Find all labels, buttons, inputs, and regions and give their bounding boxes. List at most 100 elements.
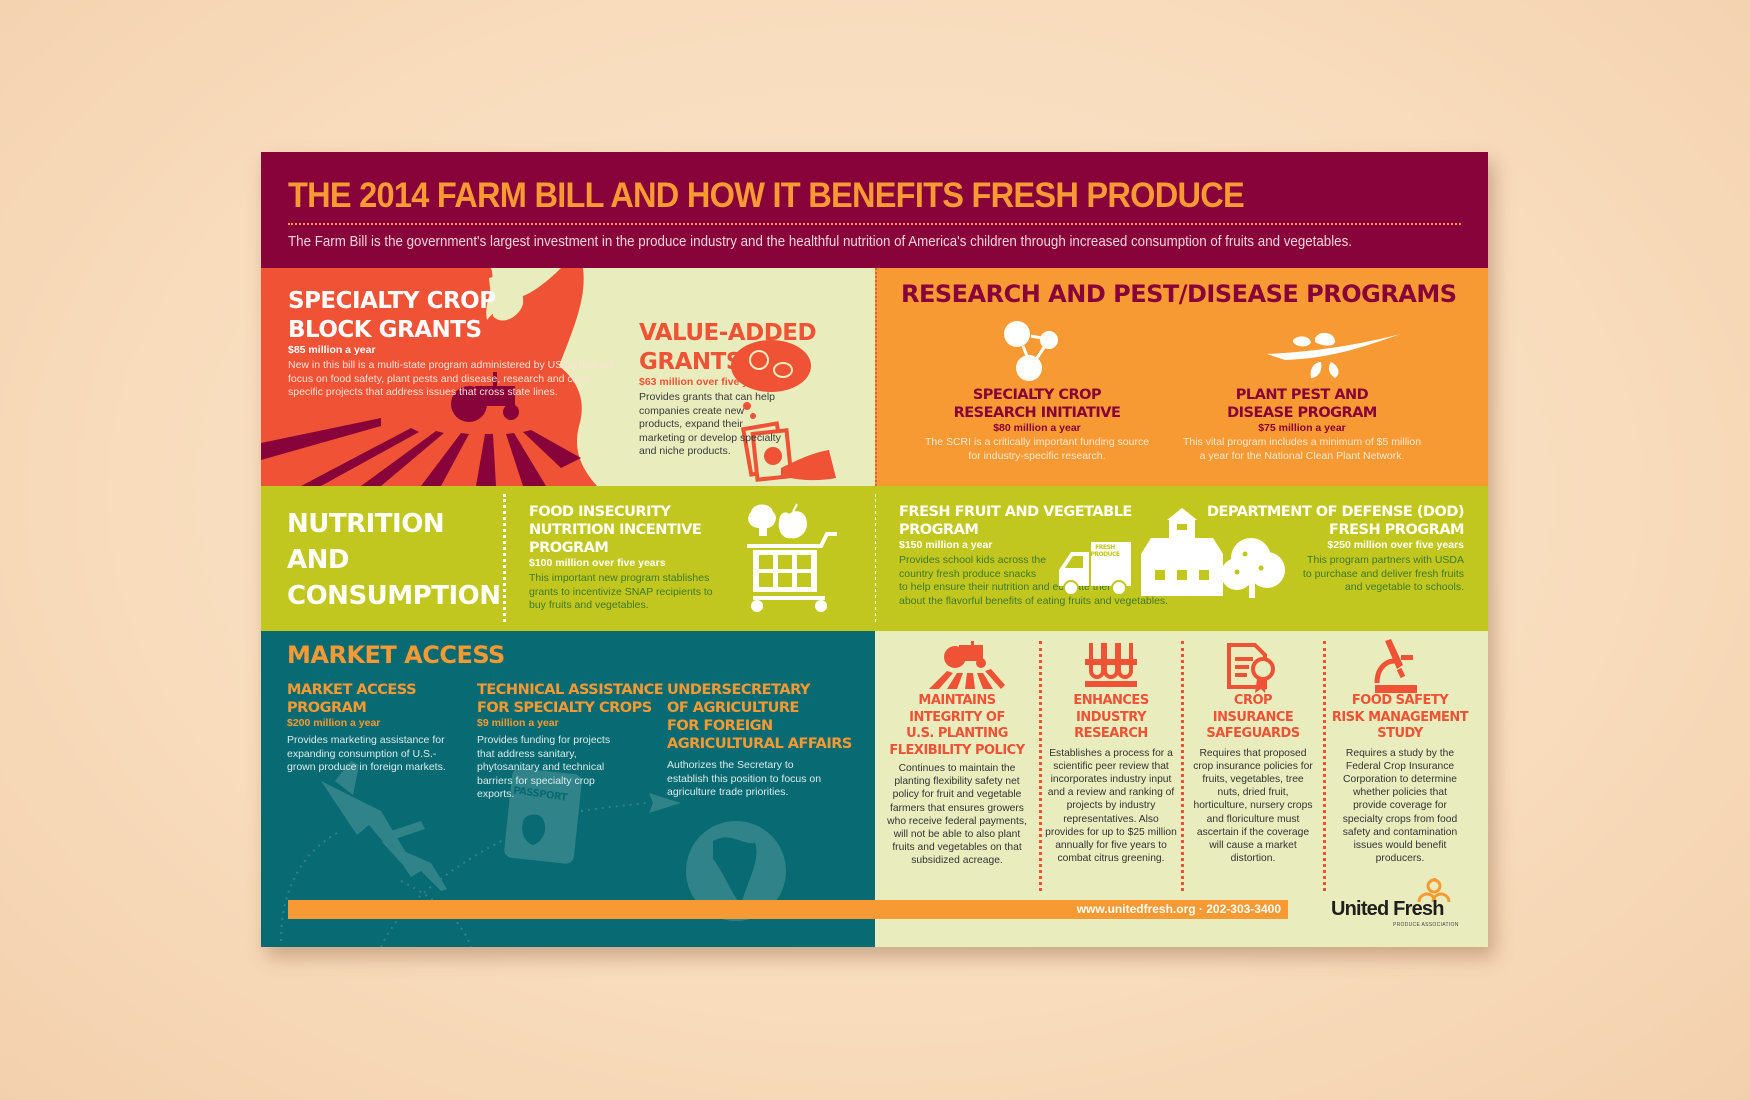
nutrition-section-title: NUTRITION AND CONSUMPTION (287, 506, 501, 614)
shopping-cart-produce-icon (747, 503, 837, 612)
policy-body: Requires a study by the Federal Crop Ins… (1342, 747, 1458, 865)
policy-title: ENHANCES INDUSTRY RESEARCH (1041, 693, 1181, 743)
dotted-divider (503, 494, 506, 622)
certificate-icon (1227, 643, 1275, 693)
branch-bug-icon (1267, 332, 1401, 378)
dod-title-line2: FRESH PROGRAM (1329, 522, 1464, 538)
policy-title: MAINTAINS INTEGRITY OF U.S. PLANTING FLE… (875, 693, 1039, 759)
microscope-icon (1374, 639, 1417, 693)
dotted-divider (875, 494, 876, 622)
tasc-title-line2: FOR SPECIALTY CROPS (477, 700, 652, 716)
dod-block: DEPARTMENT OF DEFENSE (DOD) FRESH PROGRA… (1207, 503, 1465, 595)
ffvp-body-line: Provides school kids across the (899, 554, 1047, 566)
vag-amount: $63 million over five years (639, 376, 770, 388)
scbg-amount: $85 million a year (288, 344, 376, 356)
us-map-farm-illustration (261, 268, 836, 486)
fini-body: This important new program stablishes gr… (529, 572, 713, 611)
logo-name: United Fresh (1331, 898, 1444, 920)
schoolhouse-icon (1141, 508, 1223, 596)
map-title-line2: PROGRAM (287, 700, 367, 716)
policy-title-line: FLEXIBILITY POLICY (889, 742, 1025, 758)
truck-school-tree-illustration (1059, 508, 1285, 598)
vag-body: Provides grants that can help companies … (639, 391, 781, 457)
policy-title-line: FOOD SAFETY (1351, 693, 1449, 708)
market-access-title: MARKET ACCESS (287, 641, 505, 669)
contact-link[interactable]: www.unitedfresh.org · 202-303-3400 (1076, 902, 1281, 916)
plant-pest-block: PLANT PEST AND DISEASE PROGRAM $75 milli… (1177, 386, 1427, 463)
ffvp-amount: $150 million a year (899, 539, 993, 551)
fini-amount: $100 million over five years (529, 557, 666, 569)
scri-body-line1: The SCRI is a critically important fundi… (924, 436, 1150, 448)
page-title: THE 2014 FARM BILL AND HOW IT BENEFITS F… (288, 176, 1245, 215)
usec-title-line4: AGRICULTURAL AFFAIRS (667, 736, 852, 752)
policy-item-crop-insurance: CROP INSURANCE SAFEGUARDS Requires that … (1183, 693, 1323, 865)
ppdp-title-line1: PLANT PEST AND (1235, 387, 1369, 403)
tasc-title-line1: TECHNICAL ASSISTANCE (477, 682, 664, 698)
scbg-title-line2: BLOCK GRANTS (288, 317, 482, 343)
policy-title-line: STUDY (1377, 726, 1423, 741)
policy-title-line: RESEARCH (1074, 726, 1148, 741)
dod-body-line: and vegetable to schools. (1344, 581, 1464, 593)
policy-item-planting: MAINTAINS INTEGRITY OF U.S. PLANTING FLE… (875, 693, 1039, 868)
ffvp-title-line2: PROGRAM (899, 522, 979, 538)
logo-mark-icon (1417, 878, 1451, 902)
scri-title-line1: SPECIALTY CROP (972, 387, 1102, 403)
ppdp-body-line2: a year for the National Clean Plant Netw… (1199, 449, 1405, 462)
fini-block: FOOD INSECURITY NUTRITION INCENTIVE PROG… (529, 503, 719, 613)
policy-title-line: SAFEGUARDS (1206, 726, 1300, 741)
infographic-poster: THE 2014 FARM BILL AND HOW IT BENEFITS F… (261, 152, 1488, 947)
fini-title-line1: FOOD INSECURITY (529, 504, 671, 520)
fini-title-line3: PROGRAM (529, 540, 609, 556)
policy-title-line: MAINTAINS (918, 693, 996, 708)
test-tubes-icon (1085, 643, 1137, 687)
policy-title-line: INTEGRITY OF (909, 709, 1005, 725)
airplane-icon (649, 793, 681, 813)
nutrition-consumption-section: NUTRITION AND CONSUMPTION FOOD INSECURIT… (261, 486, 875, 631)
usec-body: Authorizes the Secretary to establish th… (667, 759, 822, 798)
policy-title-line: ENHANCES (1073, 693, 1149, 708)
tractor-field-icon (929, 641, 1005, 689)
usec-title-line2: OF AGRICULTURE (667, 700, 799, 716)
scri-block: SPECIALTY CROP RESEARCH INITIATIVE $80 m… (917, 386, 1157, 463)
scbg-block: SPECIALTY CROP BLOCK GRANTS $85 million … (288, 286, 618, 400)
policy-title-line: U.S. PLANTING (906, 726, 1008, 741)
scri-amount: $80 million a year (993, 422, 1081, 434)
footer-bar (288, 900, 1288, 919)
dod-title-line1: DEPARTMENT OF DEFENSE (DOD) (1207, 504, 1465, 520)
fruit-tree-icon (1221, 538, 1285, 598)
ffvp-body-line: country fresh produce snacks (899, 567, 1037, 580)
airplane-icon (321, 781, 411, 863)
produce-thought-bubble (731, 340, 811, 392)
passport-icon (504, 768, 582, 864)
policy-title: CROP INSURANCE SAFEGUARDS (1183, 693, 1323, 743)
tasc-amount: $9 million a year (477, 717, 559, 729)
usec-title-line3: FOR FOREIGN (667, 718, 773, 734)
value-added-grants-block: VALUE-ADDED GRANTS $63 million over five… (639, 318, 817, 459)
ffvp-body: Provides school kids across the country … (899, 554, 1168, 608)
fresh-programs-section: FRESH FRUIT AND VEGETABLE PROGRAM $150 m… (875, 486, 1488, 631)
policy-section: MAINTAINS INTEGRITY OF U.S. PLANTING FLE… (875, 631, 1488, 947)
nutrition-title-line1: NUTRITION (287, 509, 445, 539)
dotted-divider (1323, 641, 1326, 891)
header-band: THE 2014 FARM BILL AND HOW IT BENEFITS F… (261, 152, 1488, 268)
usec-title-line1: UNDERSECRETARY (667, 682, 810, 698)
undersecretary-block: UNDERSECRETARY OF AGRICULTURE FOR FOREIG… (667, 681, 857, 800)
scri-title-line2: RESEARCH INITIATIVE (953, 405, 1121, 421)
policy-body: Continues to maintain the planting flexi… (887, 763, 1027, 867)
scbg-title-line1: SPECIALTY CROP (288, 288, 496, 314)
map-amount: $200 million a year (287, 717, 381, 729)
policy-item-research: ENHANCES INDUSTRY RESEARCH Establishes a… (1041, 693, 1181, 865)
logo-tagline: PRODUCE ASSOCIATION (1393, 922, 1459, 928)
truck-label-line2: PRODUCE (1090, 551, 1120, 558)
dotted-divider (1181, 641, 1184, 891)
market-access-section: MARKET ACCESS MARKET ACCESS PROGRAM $200… (261, 631, 875, 947)
policy-title-line: INSURANCE (1212, 709, 1294, 725)
map-body: Provides marketing assistance for expand… (287, 734, 446, 773)
nutrition-title-line3: CONSUMPTION (287, 581, 501, 611)
tractor-icon (451, 372, 519, 422)
tasc-body: Provides funding for projects that addre… (477, 734, 611, 800)
dod-body-line: This program partners with USDA (1307, 554, 1464, 566)
airplane-icon (381, 841, 447, 891)
policy-title-line: RISK MANAGEMENT (1331, 709, 1469, 725)
ffvp-title-line1: FRESH FRUIT AND VEGETABLE (899, 504, 1132, 520)
